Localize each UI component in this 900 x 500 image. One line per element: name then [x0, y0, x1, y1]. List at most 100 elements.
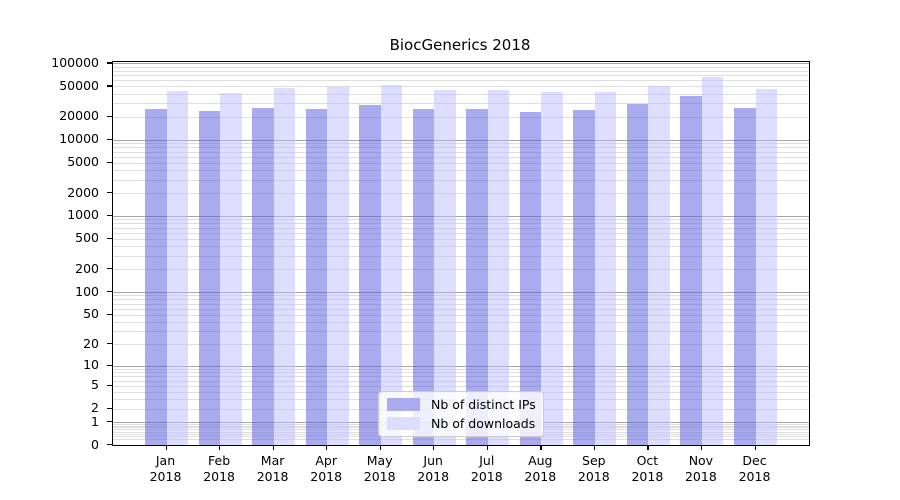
minor-gridline	[113, 86, 809, 88]
y-tick-mark	[107, 237, 112, 240]
x-tick-month: Feb	[208, 453, 231, 468]
major-gridline	[113, 215, 809, 217]
minor-gridline	[113, 143, 809, 145]
minor-gridline	[113, 385, 809, 387]
minor-gridline	[113, 331, 809, 333]
minor-gridline	[113, 299, 809, 301]
legend-label-distinct-ips: Nb of distinct IPs	[431, 397, 536, 412]
y-tick-label: 1000	[67, 207, 99, 223]
minor-gridline	[113, 66, 809, 68]
bar-distinct-ips	[626, 104, 649, 445]
y-tick-mark	[107, 138, 112, 140]
minor-gridline	[113, 170, 809, 171]
y-tick-label: 500	[75, 230, 99, 246]
y-tick-mark	[107, 421, 112, 423]
minor-gridline	[113, 151, 809, 153]
x-tick-year: 2018	[203, 468, 235, 484]
bar-distinct-ips	[198, 110, 221, 445]
bar-downloads	[327, 87, 349, 445]
bar-distinct-ips	[412, 108, 435, 445]
x-tick-year: 2018	[149, 468, 182, 484]
y-tick-label: 200	[75, 260, 99, 276]
y-tick-mark	[107, 192, 112, 194]
bar-downloads	[594, 92, 617, 445]
bar-downloads	[648, 85, 670, 445]
minor-gridline	[113, 314, 809, 316]
minor-gridline	[113, 232, 809, 234]
y-tick-label: 2000	[67, 184, 99, 200]
y-tick-label: 0	[91, 436, 99, 452]
x-tick-mark	[379, 445, 381, 450]
legend-swatch-downloads-icon	[387, 417, 420, 430]
x-tick-label: Dec 2018	[725, 453, 785, 484]
x-tick-year: 2018	[417, 468, 450, 484]
y-tick-label: 50000	[59, 77, 99, 93]
minor-gridline	[113, 238, 809, 240]
minor-gridline	[113, 246, 809, 248]
x-tick-mark	[593, 445, 596, 450]
major-gridline	[113, 292, 809, 293]
major-gridline	[113, 365, 809, 367]
minor-gridline	[113, 103, 809, 105]
minor-gridline	[113, 179, 809, 181]
x-tick-mark	[486, 445, 489, 450]
x-tick-year: 2018	[524, 468, 557, 484]
x-tick-month: Apr	[315, 453, 337, 468]
y-tick-mark	[107, 161, 112, 163]
minor-gridline	[113, 372, 809, 374]
bar-distinct-ips	[680, 95, 702, 445]
x-tick-month: Aug	[528, 453, 553, 468]
y-tick-mark	[107, 313, 112, 315]
minor-gridline	[113, 70, 809, 72]
x-tick-month: Jul	[479, 453, 495, 468]
legend-label-downloads: Nb of downloads	[431, 416, 536, 431]
bar-downloads	[220, 93, 242, 445]
minor-gridline	[113, 439, 809, 440]
minor-gridline	[113, 147, 809, 148]
bar-downloads	[755, 89, 777, 445]
minor-gridline	[113, 227, 809, 229]
y-tick-mark	[107, 343, 112, 345]
bar-downloads	[487, 89, 510, 445]
y-tick-label: 1	[91, 413, 99, 429]
x-tick-mark	[540, 445, 542, 450]
bar-distinct-ips	[519, 111, 542, 445]
y-tick-label: 50	[83, 306, 99, 322]
minor-gridline	[113, 219, 809, 221]
bar-downloads	[273, 87, 296, 445]
x-tick-year: 2018	[363, 468, 396, 484]
minor-gridline	[113, 156, 809, 158]
x-tick-mark	[326, 445, 328, 450]
minor-gridline	[113, 376, 809, 378]
x-tick-year: 2018	[738, 468, 771, 484]
minor-gridline	[113, 93, 809, 95]
minor-gridline	[113, 380, 809, 382]
x-tick-year: 2018	[256, 468, 289, 484]
x-tick-label: Jun 2018	[403, 453, 463, 484]
y-tick-label: 10000	[59, 131, 99, 147]
y-tick-label: 100000	[51, 54, 99, 70]
x-tick-mark	[700, 445, 703, 450]
x-tick-mark	[754, 445, 756, 450]
y-tick-label: 10	[83, 357, 99, 372]
x-tick-label: Oct 2018	[617, 453, 677, 484]
minor-gridline	[113, 80, 809, 82]
legend: Nb of distinct IPs Nb of downloads	[378, 391, 544, 437]
x-tick-month: Jun	[423, 453, 443, 468]
minor-gridline	[113, 255, 809, 257]
chart-title: BiocGenerics 2018	[389, 36, 531, 54]
x-tick-mark	[433, 445, 435, 450]
bar-distinct-ips	[252, 107, 274, 445]
x-tick-year: 2018	[470, 468, 503, 484]
bar-distinct-ips	[734, 107, 756, 445]
legend-swatch-distinct-ips-icon	[387, 398, 420, 411]
minor-gridline	[113, 303, 809, 305]
x-tick-label: Aug 2018	[510, 453, 570, 484]
x-tick-label: Apr 2018	[296, 453, 356, 484]
bar-distinct-ips	[466, 109, 488, 445]
x-tick-year: 2018	[577, 468, 610, 484]
y-tick-label: 5	[91, 377, 99, 393]
minor-gridline	[113, 295, 809, 297]
x-tick-year: 2018	[684, 468, 717, 484]
